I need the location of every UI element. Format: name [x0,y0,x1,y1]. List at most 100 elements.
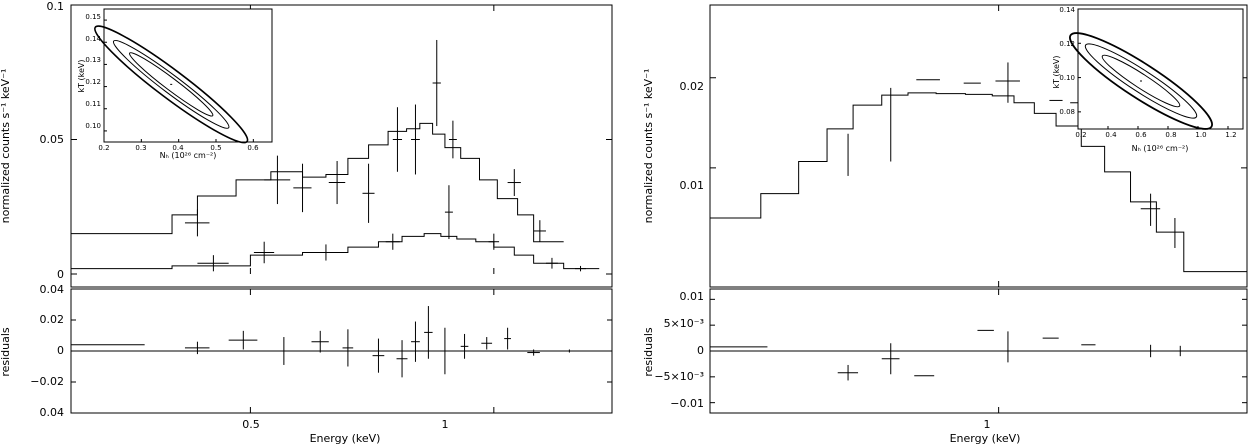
right-main-frame [709,4,1248,288]
left-res-point [311,330,329,353]
left-res-yaxis-label: residuals [0,327,12,377]
left-inset-ytick: 0.15 [85,13,101,21]
left-inset-xaxis-label: Nₕ (10²⁶ cm⁻²) [160,151,217,160]
left-yaxis-label: normalized counts s⁻¹ keV⁻¹ [0,69,12,224]
right-xaxis-label: Energy (keV) [950,432,1021,445]
right-residual-marks [710,289,1247,413]
left-confidence-contour-2 [112,39,230,129]
left-inset-xtick: 0.5 [210,144,221,152]
right-res-ytick-label: 0.01 [680,290,705,303]
left-res-point [228,330,258,350]
left-data-point [184,209,210,237]
left-data-point [488,233,500,250]
left-data-point [392,107,403,172]
right-inset-xtick: 0.6 [1135,131,1147,139]
left-data-point [444,185,453,240]
left-res-point [460,333,469,359]
right-inset-ytick: 0.14 [1059,6,1075,14]
left-inset-ytick: 0.13 [85,56,101,64]
left-data-point [545,257,558,269]
left-inset-xtick: 0.6 [247,144,259,152]
left-res-point [557,349,581,353]
left-res-point [277,337,291,365]
right-res-point [881,343,900,375]
right-res-yaxis-label: residuals [642,327,655,377]
right-inset-xtick: 1.0 [1195,131,1206,139]
left-data-point [411,104,420,175]
right-xtick-label: 1 [984,418,991,431]
right-inset-xtick: 0.2 [1075,131,1086,139]
right-inset-ytick: 0.08 [1059,108,1075,116]
right-inset-xtick: 0.8 [1165,131,1176,139]
left-res-point [440,327,449,375]
left-res-point [481,337,493,350]
left-res-ytick-label: 0.02 [40,313,65,326]
left-data-point [328,161,346,205]
left-res-point [527,349,540,356]
left-res-point [342,329,354,367]
left-data-point [253,241,275,264]
left-inset-yaxis-label: kT (keV) [77,59,86,92]
left-res-point [184,341,210,355]
right-inset-yaxis-label: kT (keV) [1052,55,1061,88]
left-res-ytick-label: 0 [57,344,64,357]
left-panel: 0.1 0.05 0 0.04 0.02 0 −0.02 0.04 0.5 1 … [0,0,613,445]
right-main-marks [710,5,1247,287]
left-res-point [372,338,385,373]
right-ytick-label: 0.01 [680,179,705,192]
left-data-point [533,220,546,242]
right-res-ytick-label: −0.01 [670,397,704,410]
left-model-step-1 [71,233,600,270]
right-inset-ytick: 0.10 [1059,74,1075,82]
left-ytick-label: 0 [57,268,64,281]
left-res-ytick-label: −0.02 [30,375,64,388]
left-inset-ytick: 0.14 [85,35,101,43]
left-residual-marks [71,288,612,414]
right-confidence-contour-3 [1101,54,1181,108]
left-confidence-contour-1 [94,25,249,144]
left-inset-xtick: 0.2 [98,144,109,152]
left-data-point [507,169,521,196]
left-data-point [362,163,375,223]
right-data-point [995,62,1020,103]
left-data-point [574,265,586,272]
right-res-ytick-label: −5×10⁻³ [654,370,704,383]
right-confidence-contour-1 [1069,32,1213,130]
left-xtick-label: 0.5 [242,418,260,431]
left-res-point [424,306,433,359]
left-data-point [197,255,229,272]
right-inset-xaxis-label: Nₕ (10²⁶ cm⁻²) [1132,144,1189,153]
left-xaxis-label: Energy (keV) [310,432,381,445]
left-inset-xtick: 0.4 [172,144,184,152]
right-res-ytick-label: 0 [697,344,704,357]
left-res-point [504,327,511,350]
left-inset-ytick: 0.12 [85,78,101,86]
left-data-point [385,233,400,250]
left-ytick-label: 0.1 [47,0,65,13]
left-xtick-label: 1 [442,418,449,431]
left-inset-xtick: 0.3 [135,144,146,152]
left-inset-frame [103,8,273,143]
left-data-point [448,120,457,159]
right-model-step-0 [710,92,1247,273]
right-confidence-contour-2 [1084,43,1198,119]
left-data-point [293,163,312,213]
right-panel: 0.02 0.01 0.01 5×10⁻³ 0 −5×10⁻³ −0.01 1 … [642,4,1248,445]
left-data-point [432,39,441,127]
right-data-point [1140,193,1161,226]
right-inset-xtick: 1.2 [1225,131,1236,139]
left-inset-contours [94,19,254,144]
right-res-point [837,364,859,381]
right-res-ytick-label: 5×10⁻³ [664,317,704,330]
right-inset-ytick: 0.12 [1059,40,1075,48]
left-confidence-contour-3 [129,52,214,117]
right-ytick-label: 0.02 [680,80,705,93]
left-data-point [317,244,335,261]
left-inset-ytick: 0.11 [85,100,101,108]
left-inset-ytick: 0.10 [85,122,101,130]
right-yaxis-label: normalized counts s⁻¹ keV⁻¹ [642,69,655,224]
left-data-point [264,155,291,205]
right-inset-contours [1069,8,1229,130]
right-inset-xtick: 0.4 [1105,131,1117,139]
